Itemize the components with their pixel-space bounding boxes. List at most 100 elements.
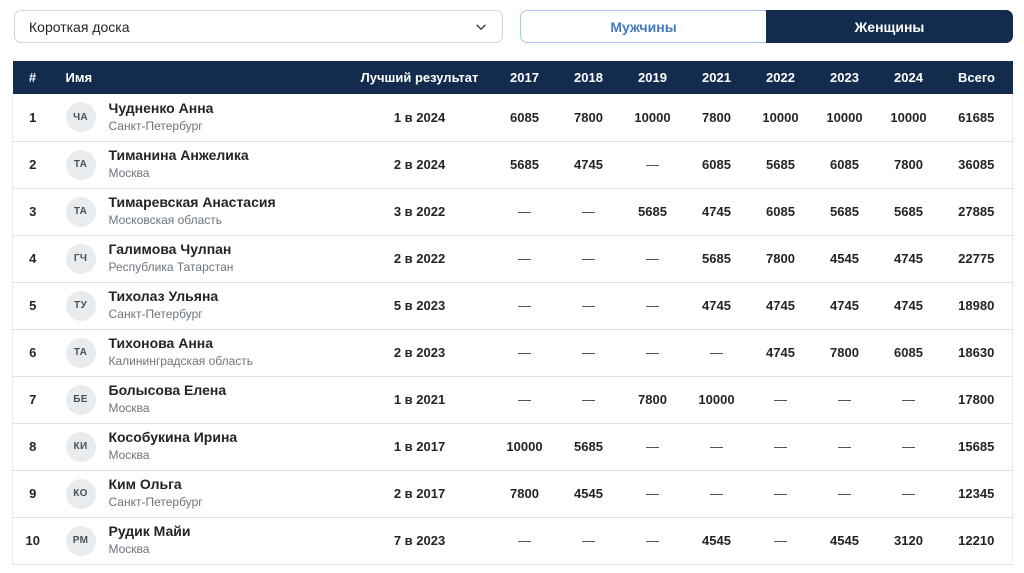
best-result-cell: 1 в 2017: [346, 423, 493, 471]
avatar: ТА: [65, 337, 96, 368]
year-score-cell: —: [876, 423, 941, 471]
discipline-select-value: Короткая доска: [29, 18, 130, 35]
discipline-select[interactable]: Короткая доска: [14, 10, 503, 43]
column-header-total: Всего: [940, 61, 1013, 94]
best-result-cell: 3 в 2022: [346, 188, 493, 236]
year-score-cell: 4745: [684, 282, 749, 330]
column-header-year-2019: 2019: [620, 61, 685, 94]
avatar: ТА: [65, 196, 96, 227]
total-cell: 12210: [940, 517, 1013, 565]
year-score-cell: 6085: [812, 141, 877, 189]
table-row: 4 ГЧ Галимова Чулпан Республика Татарстан 2 …: [12, 235, 1013, 283]
year-score-cell: 4545: [812, 235, 877, 283]
year-score-cell: —: [812, 470, 877, 518]
column-header-best-result: Лучший результат: [346, 61, 493, 94]
total-cell: 36085: [940, 141, 1013, 189]
column-header-year-2022: 2022: [748, 61, 813, 94]
year-score-cell: 3120: [876, 517, 941, 565]
avatar: РМ: [65, 525, 96, 556]
year-score-cell: —: [492, 517, 557, 565]
column-header-year-2023: 2023: [812, 61, 877, 94]
year-score-cell: —: [492, 235, 557, 283]
year-score-cell: —: [748, 423, 813, 471]
rank-cell: 10: [12, 517, 53, 565]
year-score-cell: —: [556, 329, 621, 377]
year-score-cell: —: [556, 517, 621, 565]
total-cell: 15685: [940, 423, 1013, 471]
rank-cell: 8: [12, 423, 53, 471]
athlete-region: Санкт-Петербург: [108, 118, 203, 133]
table-row: 9 КО Ким Ольга Санкт-Петербург 2 в 2017 7800 4…: [12, 470, 1013, 518]
total-cell: 61685: [940, 94, 1013, 142]
athlete-cell: ГЧ Галимова Чулпан Республика Татарстан: [52, 235, 347, 283]
athlete-cell: БЕ Болысова Елена Москва: [52, 376, 347, 424]
best-result-cell: 2 в 2024: [346, 141, 493, 189]
year-score-cell: 5685: [556, 423, 621, 471]
year-score-cell: 6085: [492, 94, 557, 142]
total-cell: 17800: [940, 376, 1013, 424]
year-score-cell: —: [492, 329, 557, 377]
year-score-cell: —: [876, 376, 941, 424]
year-score-cell: 5685: [684, 235, 749, 283]
total-cell: 18980: [940, 282, 1013, 330]
year-score-cell: —: [556, 235, 621, 283]
year-score-cell: —: [812, 376, 877, 424]
year-score-cell: 10000: [684, 376, 749, 424]
year-score-cell: —: [812, 423, 877, 471]
best-result-cell: 2 в 2022: [346, 235, 493, 283]
year-score-cell: 4745: [684, 188, 749, 236]
athlete-name: Болысова Елена: [108, 382, 227, 399]
avatar: БЕ: [65, 384, 96, 415]
column-header-year-2017: 2017: [492, 61, 557, 94]
year-score-cell: 6085: [684, 141, 749, 189]
leaderboard-table-container: # Имя Лучший результат 2017 2018 2019 2021 2022…: [12, 61, 1013, 565]
avatar: КО: [65, 478, 96, 509]
total-cell: 22775: [940, 235, 1013, 283]
year-score-cell: —: [492, 282, 557, 330]
total-cell: 27885: [940, 188, 1013, 236]
year-score-cell: 7800: [876, 141, 941, 189]
athlete-name: Чудненко Анна: [108, 100, 214, 117]
year-score-cell: —: [620, 470, 685, 518]
athlete-region: Москва: [108, 447, 150, 462]
rank-cell: 1: [12, 94, 53, 142]
tab-women[interactable]: Женщины: [766, 10, 1013, 43]
best-result-cell: 2 в 2023: [346, 329, 493, 377]
year-score-cell: —: [492, 188, 557, 236]
avatar: ГЧ: [65, 243, 96, 274]
year-score-cell: 4745: [748, 329, 813, 377]
year-score-cell: 10000: [876, 94, 941, 142]
year-score-cell: —: [748, 376, 813, 424]
year-score-cell: 4745: [556, 141, 621, 189]
best-result-cell: 7 в 2023: [346, 517, 493, 565]
year-score-cell: 7800: [684, 94, 749, 142]
column-header-year-2021: 2021: [684, 61, 749, 94]
athlete-name: Кособукина Ирина: [108, 429, 238, 446]
athlete-region: Республика Татарстан: [108, 259, 234, 274]
year-score-cell: 4745: [812, 282, 877, 330]
athlete-region: Москва: [108, 541, 150, 556]
year-score-cell: —: [748, 517, 813, 565]
column-header-year-2024: 2024: [876, 61, 941, 94]
year-score-cell: 4545: [556, 470, 621, 518]
year-score-cell: —: [492, 376, 557, 424]
athlete-cell: КО Ким Ольга Санкт-Петербург: [52, 470, 347, 518]
athlete-name: Галимова Чулпан: [108, 241, 232, 258]
athlete-region: Москва: [108, 165, 150, 180]
tab-men[interactable]: Мужчины: [520, 10, 766, 43]
column-header-rank: #: [12, 61, 53, 94]
year-score-cell: —: [620, 141, 685, 189]
athlete-cell: ТУ Тихолаз Ульяна Санкт-Петербург: [52, 282, 347, 330]
avatar: ЧА: [65, 102, 96, 133]
year-score-cell: 7800: [556, 94, 621, 142]
table-row: 7 БЕ Болысова Елена Москва 1 в 2021— —7800 100…: [12, 376, 1013, 424]
athlete-name: Тимаревская Анастасия: [108, 194, 276, 211]
athlete-name: Тихолаз Ульяна: [108, 288, 219, 305]
column-header-name: Имя: [52, 61, 347, 94]
table-row: 3 ТА Тимаревская Анастасия Московская облас…: [12, 188, 1013, 236]
avatar: ТУ: [65, 290, 96, 321]
year-score-cell: —: [748, 470, 813, 518]
table-row: 10 РМ Рудик Майи Москва 7 в 2023— — —4545—4545…: [12, 517, 1013, 565]
year-score-cell: 10000: [492, 423, 557, 471]
year-score-cell: 6085: [876, 329, 941, 377]
